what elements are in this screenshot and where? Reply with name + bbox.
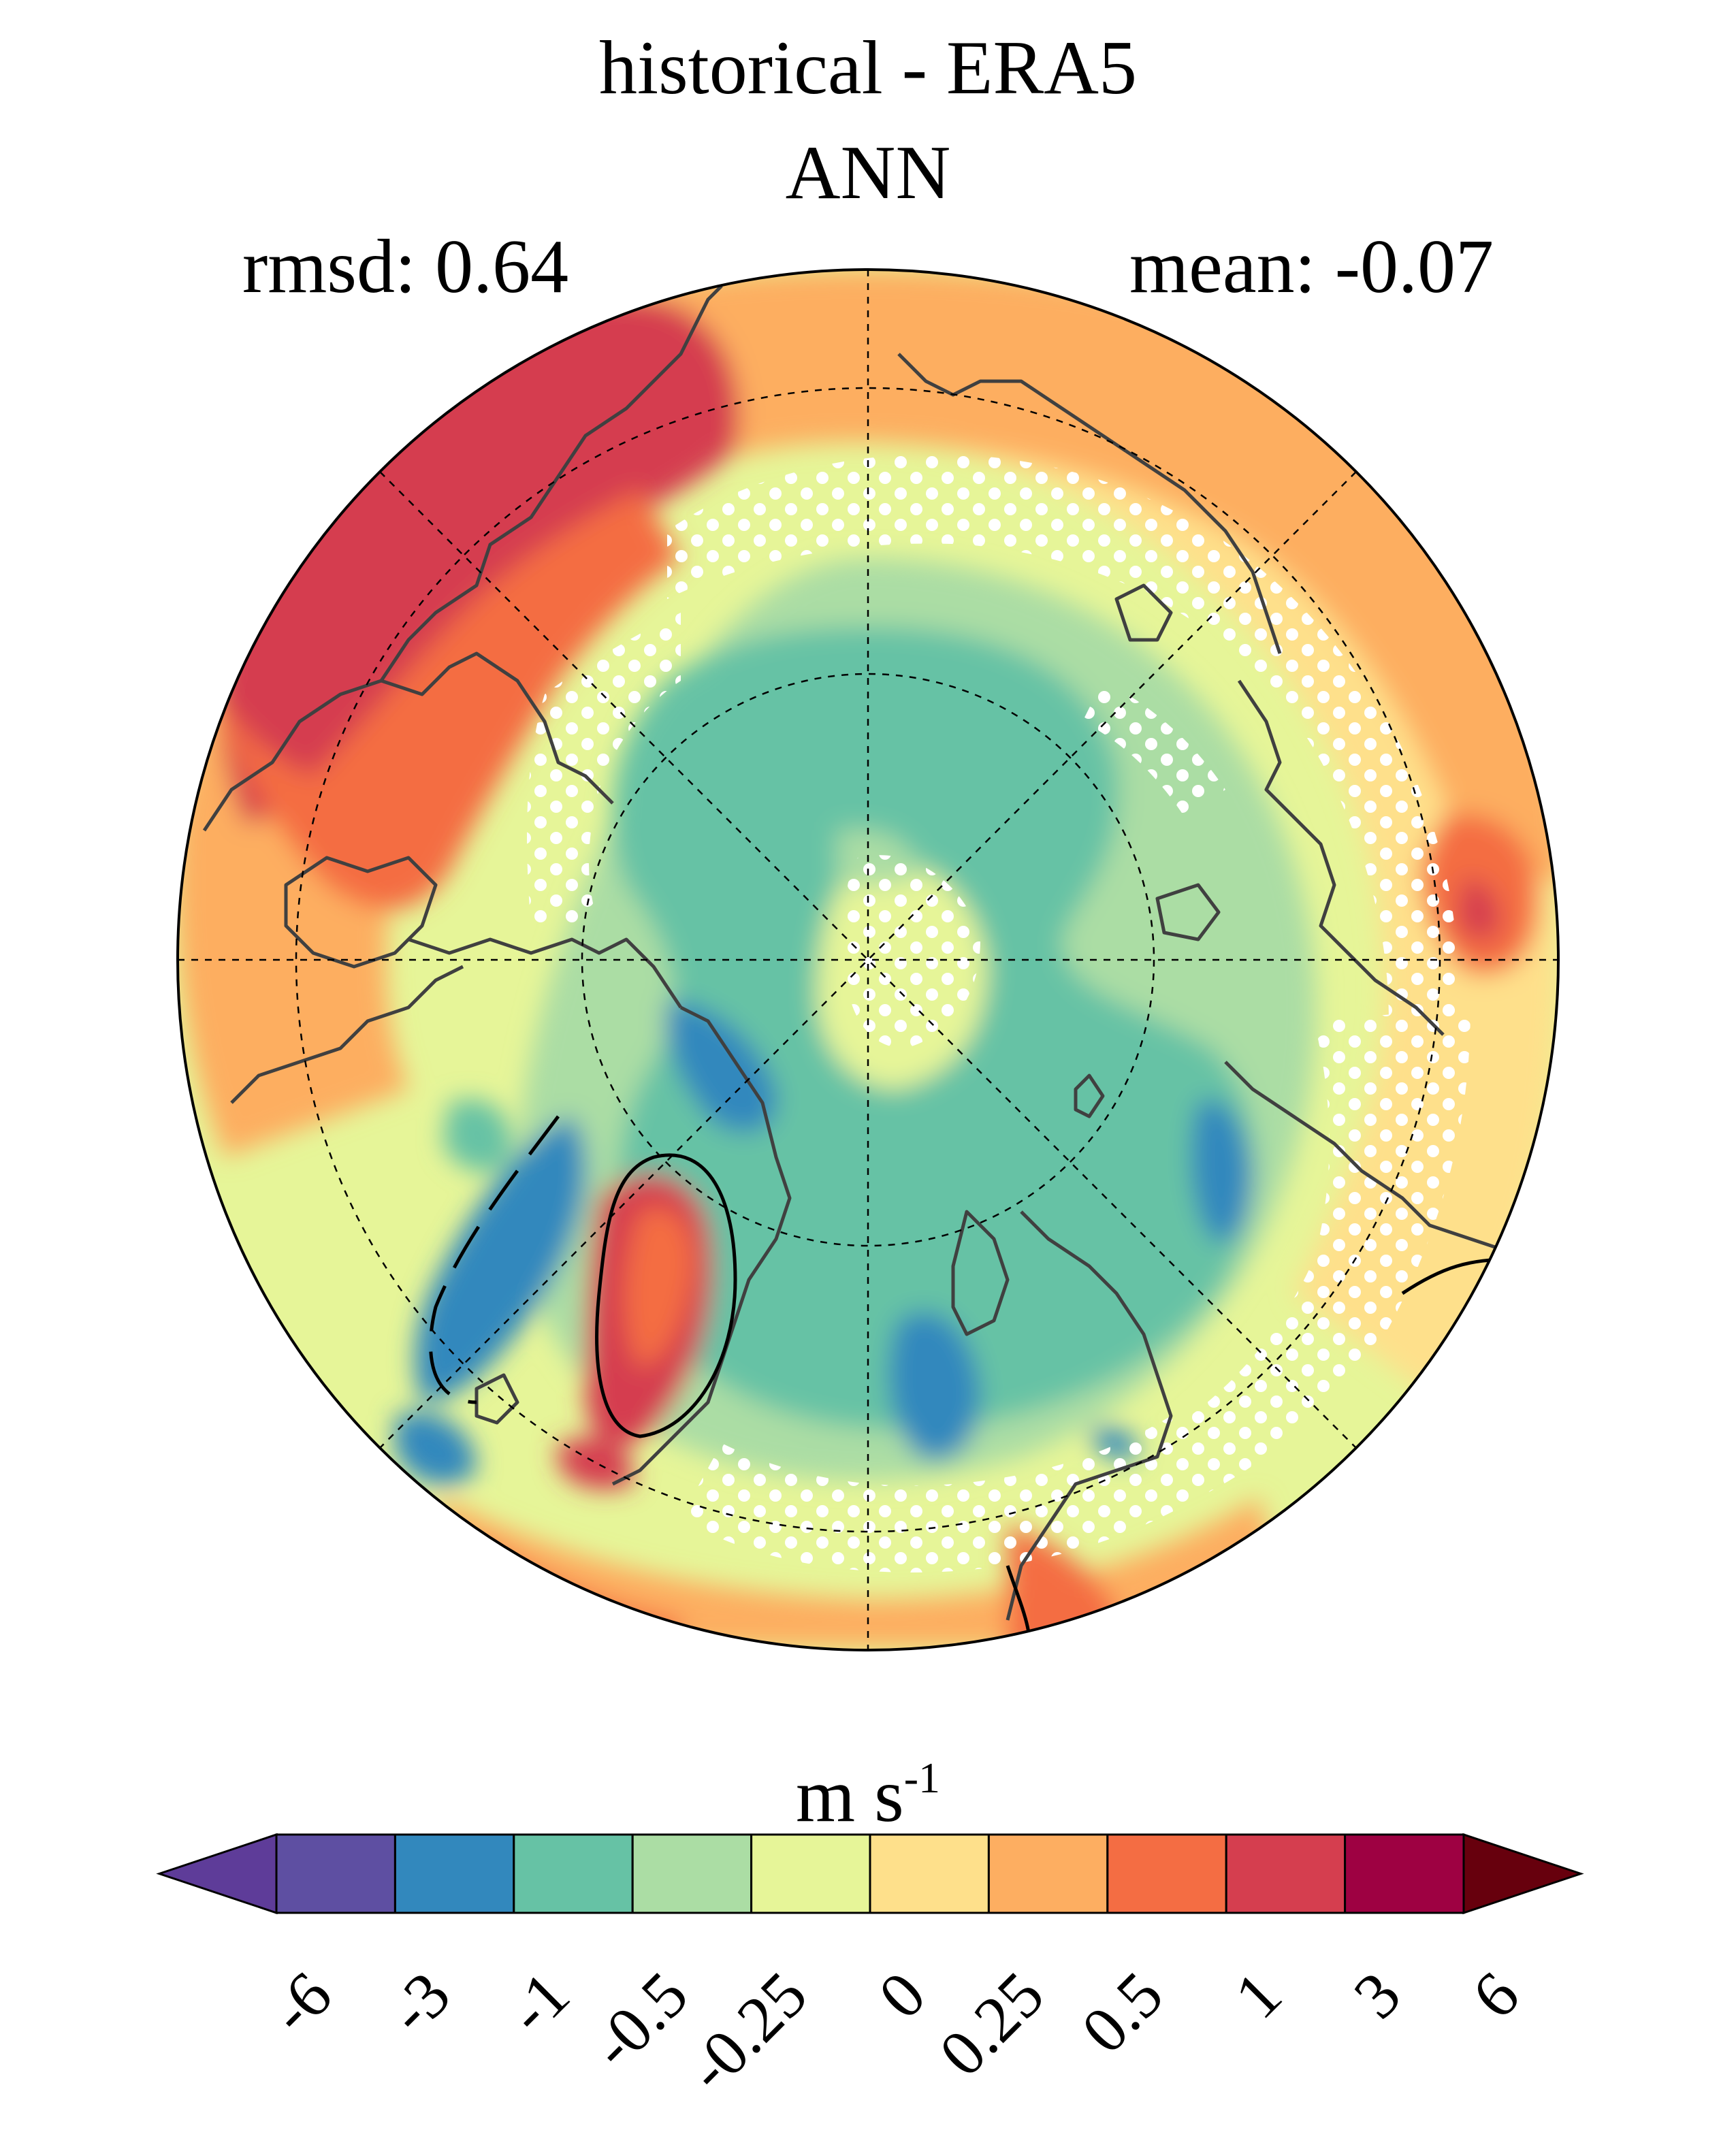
- coast-svalbard: [1074, 1074, 1105, 1118]
- coast-alaska: [1224, 1061, 1512, 1255]
- coast-kola: [408, 937, 683, 1009]
- field-orange-top: [477, 270, 1558, 885]
- plot-subtitle: ANN: [785, 131, 951, 215]
- coast-iceland: [475, 1373, 519, 1425]
- colorbar: [156, 1833, 1584, 1915]
- colorbar-units: m s-1: [0, 1754, 1736, 1835]
- mean-label: mean: -0.07: [1129, 225, 1494, 309]
- coast-siberia-north: [202, 651, 614, 832]
- field-darkred-east: [1457, 878, 1500, 940]
- lat-circle-inner: [581, 673, 1155, 1247]
- map-field: [178, 270, 1558, 1650]
- coast-canada-archipelago: [1006, 1210, 1173, 1621]
- colorbar-over-arrow: [1462, 1833, 1584, 1915]
- field-blue-east: [1191, 1099, 1253, 1243]
- coast-island-ne-1: [1114, 583, 1173, 642]
- lat-circle-mid: [295, 387, 1441, 1533]
- colorbar-box-9: [1344, 1833, 1465, 1914]
- colorbar-box-6: [987, 1833, 1109, 1914]
- coast-europe: [230, 965, 464, 1104]
- field-blue-barents: [888, 1312, 980, 1461]
- colorbar-box-7: [1106, 1833, 1227, 1914]
- coast-chukotka: [1237, 679, 1445, 1036]
- contour-west-dashed: [429, 1115, 560, 1404]
- graticule: [178, 270, 1558, 1650]
- field-orangered-greenland: [624, 1207, 694, 1368]
- stipple-arc-south: [681, 1416, 1198, 1572]
- colorbar-box-3: [631, 1833, 753, 1914]
- colorbar-box-0: [275, 1833, 396, 1914]
- map-boundary: [176, 268, 1560, 1651]
- field-blue-labrador: [395, 1412, 477, 1485]
- coast-siberia-west: [379, 285, 723, 682]
- units-base: m s: [795, 1754, 904, 1838]
- coast-island-ne-2: [1155, 883, 1221, 941]
- coast-taimyr: [284, 856, 438, 969]
- colorbar-box-4: [750, 1833, 871, 1914]
- coast-novaya: [951, 1210, 1010, 1336]
- meridian-diag-1: [379, 471, 1357, 1449]
- colorbar-box-2: [513, 1833, 634, 1914]
- rmsd-label: rmsd: 0.64: [242, 225, 569, 309]
- contour-lines: [429, 1115, 1512, 1650]
- colorbar-box-8: [1225, 1833, 1347, 1914]
- colorbar-boxes: [156, 1833, 1584, 1915]
- field-green-labrador: [443, 1099, 512, 1172]
- plot-title: historical - ERA5: [598, 26, 1138, 110]
- field-blue-greenland-w: [415, 1116, 586, 1402]
- stipple-northeast-ring: [1082, 681, 1225, 817]
- field-orangered-northwest: [204, 490, 681, 910]
- coastlines: [202, 285, 1512, 1621]
- stipple-pole: [844, 855, 980, 1048]
- contour-south-solid: [1006, 1565, 1032, 1650]
- units-exponent: -1: [903, 1754, 940, 1802]
- colorbar-under-arrow: [156, 1833, 278, 1915]
- stipple-arc-west: [527, 613, 681, 926]
- field-blue-canada: [666, 1001, 777, 1133]
- stipple-arc-east: [1171, 1007, 1470, 1498]
- meridian-diag-2: [379, 471, 1357, 1449]
- coast-greenland: [611, 1005, 792, 1486]
- contour-greenland-solid: [595, 1153, 737, 1438]
- colorbar-box-1: [393, 1833, 515, 1914]
- colorbar-box-5: [869, 1833, 990, 1914]
